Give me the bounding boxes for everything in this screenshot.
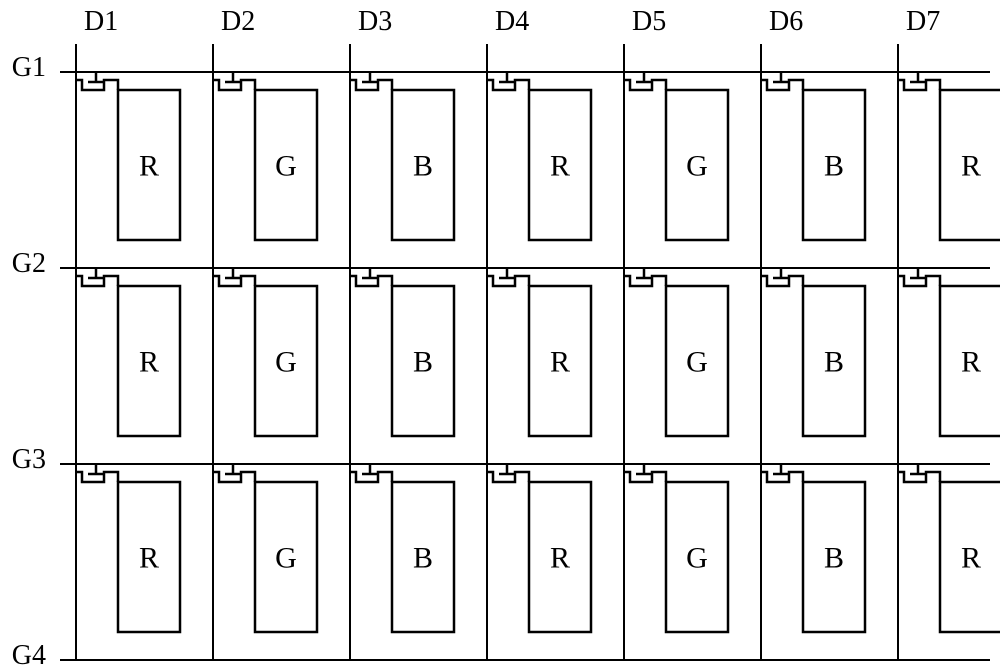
- pixel-label-r2-c7: R: [961, 346, 981, 379]
- column-label-d4: D4: [495, 6, 529, 37]
- pixel-label-r2-c5: G: [686, 346, 708, 379]
- pixel-label-r3-c7: R: [961, 542, 981, 575]
- column-label-d3: D3: [358, 6, 392, 37]
- row-label-g2: G2: [12, 248, 46, 279]
- pixel-label-r3-c4: R: [550, 542, 570, 575]
- column-label-d6: D6: [769, 6, 803, 37]
- pixel-label-r1-c7: R: [961, 150, 981, 183]
- row-label-g3: G3: [12, 444, 46, 475]
- pixel-label-r1-c3: B: [413, 150, 433, 183]
- pixel-label-r3-c3: B: [413, 542, 433, 575]
- pixel-label-r1-c5: G: [686, 150, 708, 183]
- pixel-label-r1-c6: B: [824, 150, 844, 183]
- pixel-label-r3-c6: B: [824, 542, 844, 575]
- pixel-label-r2-c1: R: [139, 346, 159, 379]
- pixel-label-r2-c4: R: [550, 346, 570, 379]
- pixel-label-r3-c5: G: [686, 542, 708, 575]
- row-label-g1: G1: [12, 52, 46, 83]
- column-label-d5: D5: [632, 6, 666, 37]
- pixel-label-r3-c1: R: [139, 542, 159, 575]
- pixel-label-r1-c2: G: [275, 150, 297, 183]
- column-label-d2: D2: [221, 6, 255, 37]
- pixel-label-r2-c6: B: [824, 346, 844, 379]
- pixel-label-r3-c2: G: [275, 542, 297, 575]
- column-label-d1: D1: [84, 6, 118, 37]
- pixel-label-r1-c4: R: [550, 150, 570, 183]
- row-label-g4: G4: [12, 640, 46, 671]
- pixel-label-r2-c3: B: [413, 346, 433, 379]
- pixel-label-r2-c2: G: [275, 346, 297, 379]
- column-label-d7: D7: [906, 6, 940, 37]
- pixel-label-r1-c1: R: [139, 150, 159, 183]
